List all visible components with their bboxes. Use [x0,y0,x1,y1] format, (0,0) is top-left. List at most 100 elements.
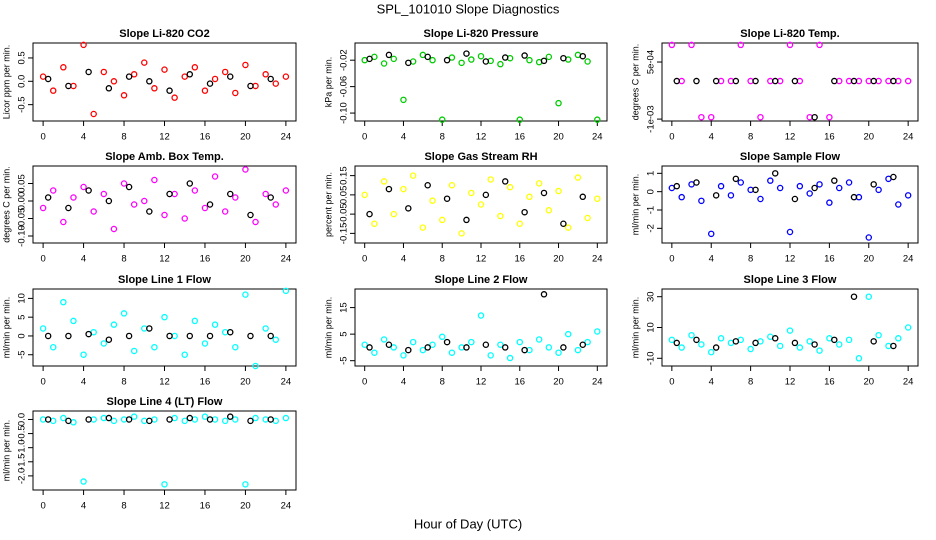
y-tick-label: 0 [17,333,28,338]
point [506,354,514,362]
y-tick-label: 1 [646,171,657,176]
x-tick-label: 12 [476,377,487,388]
point [390,55,398,63]
point [487,352,494,359]
point [584,338,591,346]
panel-title: Slope Line 3 Flow [744,274,837,286]
point [166,87,173,94]
point [272,201,280,208]
point [85,68,92,76]
point [191,187,199,194]
y-tick-label: -2.0 [17,468,28,484]
point [707,113,715,121]
y-axis-label: Licor ppm per min. [1,45,11,120]
x-tick-label: 4 [401,254,406,265]
point [166,416,173,423]
point [262,71,269,78]
point [487,176,494,183]
plot-frame [32,165,297,244]
point [390,210,398,218]
point [39,73,47,80]
point [110,225,118,233]
point [65,204,72,212]
point [501,54,509,61]
y-axis-label: kPa per min. [323,57,333,108]
y-tick-label: -0.05 [339,203,350,225]
point [786,327,794,334]
x-tick-label: 4 [81,132,86,143]
point [186,71,194,78]
x-tick-label: 20 [240,501,251,512]
y-axis-label: ml/min per min. [1,297,11,359]
x-tick-label: 4 [81,377,86,388]
point [201,87,209,94]
point [371,349,378,356]
plot-frame [32,42,297,122]
x-tick-label: 16 [514,254,525,265]
x-tick-label: 16 [514,377,525,388]
point [385,51,393,59]
point [181,417,188,425]
point [693,336,700,344]
x-tick-label: 20 [863,132,874,143]
x-tick-label: 12 [159,132,170,143]
point [361,341,368,349]
y-tick-label: -0.15 [339,223,350,245]
point [191,64,199,71]
point [712,344,720,351]
x-tick-label: 16 [200,501,211,512]
point [438,333,446,341]
point [865,234,873,241]
point [409,172,417,179]
point [120,310,128,317]
point [835,184,843,192]
point [90,110,97,118]
point [895,335,902,342]
x-tick-label: 12 [159,501,170,512]
point [110,417,118,425]
x-tick-label: 20 [240,132,251,143]
plot-frame [32,288,297,367]
y-tick-label: 5 [17,315,28,320]
point [870,181,877,188]
point [468,189,475,197]
x-tick-label: 8 [121,132,126,143]
point [443,56,451,64]
point [186,332,194,340]
y-tick-label: 0.15 [339,166,350,185]
point [70,194,77,201]
point [206,201,214,208]
point [501,344,509,351]
plot-frame [354,288,608,367]
point [49,87,57,94]
point [865,293,873,300]
point [419,346,427,354]
point [776,342,784,350]
x-tick-label: 0 [40,377,45,388]
x-tick-label: 16 [200,377,211,388]
point [44,332,52,340]
point [171,414,178,422]
point [247,332,254,340]
point [497,60,504,68]
point [831,177,838,184]
point [80,351,87,358]
x-tick-label: 8 [748,377,753,388]
point [151,85,158,92]
point [242,166,249,173]
point [678,344,685,351]
point [850,77,858,85]
point [85,416,92,423]
point [85,330,92,338]
point [44,194,52,201]
point [545,207,553,214]
point [855,355,863,362]
point [191,317,199,325]
point [540,189,548,197]
y-tick-label: 10 [646,322,657,333]
point [448,181,456,189]
point [698,341,705,348]
point [267,194,274,201]
point [826,113,833,121]
